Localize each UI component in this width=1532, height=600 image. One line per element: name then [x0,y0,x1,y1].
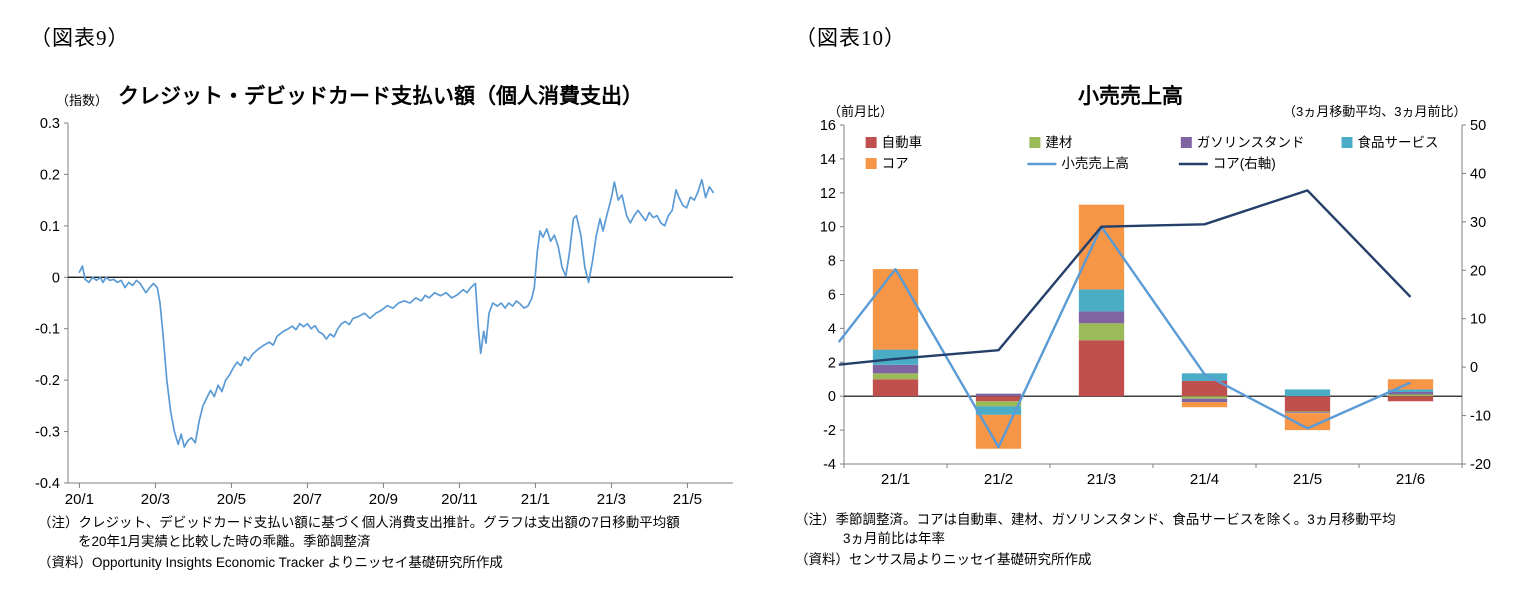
svg-text:0: 0 [1470,360,1478,376]
svg-text:-20: -20 [1470,457,1491,473]
svg-text:ガソリンスタンド: ガソリンスタンド [1197,135,1305,150]
svg-text:-0.2: -0.2 [35,373,60,389]
svg-text:0: 0 [52,270,60,286]
svg-text:40: 40 [1470,166,1486,182]
fig9-note-line1: （注）クレジット、デビッドカード支払い額に基づく個人消費支出推計。グラフは支出額… [38,515,680,530]
svg-text:-0.1: -0.1 [35,322,60,338]
svg-text:21/5: 21/5 [673,491,702,508]
svg-text:50: 50 [1470,118,1486,134]
svg-text:2: 2 [828,355,836,371]
svg-text:コア(右軸): コア(右軸) [1213,156,1276,171]
svg-text:小売売上高: 小売売上高 [1061,155,1129,171]
fig9-y-axis-unit: （指数） [56,93,109,108]
svg-text:21/3: 21/3 [597,491,626,508]
svg-text:20/7: 20/7 [293,491,322,508]
svg-text:21/5: 21/5 [1293,471,1322,488]
svg-text:20/9: 20/9 [369,491,398,508]
fig10-chart-title: 小売売上高 [1078,85,1183,108]
svg-text:食品サービス: 食品サービス [1357,134,1438,150]
fig10-source: （資料）センサス局よりニッセイ基礎研究所作成 [795,552,1092,567]
svg-text:20/5: 20/5 [217,491,246,508]
svg-text:21/1: 21/1 [881,471,910,488]
svg-text:21/1: 21/1 [521,491,550,508]
svg-text:コア: コア [882,156,909,171]
fig10-note-line1: （注）季節調整済。コアは自動車、建材、ガソリンスタンド、食品サービスを除く。3ヵ… [795,512,1396,527]
svg-text:-4: -4 [823,457,836,473]
svg-text:21/3: 21/3 [1087,471,1116,488]
svg-text:21/6: 21/6 [1396,471,1425,488]
svg-text:30: 30 [1470,215,1486,231]
svg-text:-0.3: -0.3 [35,425,60,441]
fig9-line-chart: 0.3 0.2 0.1 0 -0.1 -0.2 -0.3 -0.4 20/1 20/3 20/5 20… [35,116,733,508]
svg-text:21/2: 21/2 [984,471,1013,488]
svg-text:20/3: 20/3 [141,491,170,508]
fig9-note-line2: を20年1月実績と比較した時の乖離。季節調整済 [78,534,371,549]
svg-text:14: 14 [820,152,836,168]
svg-text:0.3: 0.3 [40,116,60,132]
svg-text:20/11: 20/11 [441,491,477,508]
svg-text:建材: 建材 [1045,135,1072,150]
svg-text:16: 16 [820,118,836,134]
fig10-right-axis-unit: （3ヵ月移動平均、3ヵ月前比） [1283,104,1467,119]
svg-text:6: 6 [828,288,836,304]
svg-text:10: 10 [1470,312,1486,328]
svg-text:0.1: 0.1 [40,219,60,235]
svg-text:自動車: 自動車 [882,135,923,150]
fig9-source: （資料）Opportunity Insights Economic Tracke… [38,555,503,570]
svg-text:0: 0 [828,389,836,405]
svg-text:-0.4: -0.4 [35,476,60,492]
fig9-chart-title: クレジット・デビッドカード支払い額（個人消費支出） [118,85,643,108]
svg-text:20/1: 20/1 [65,491,94,508]
svg-text:10: 10 [820,220,836,236]
svg-text:0.2: 0.2 [40,167,60,183]
figure-9-label: （図表9） [30,26,130,50]
svg-text:20: 20 [1470,263,1486,279]
svg-text:12: 12 [820,186,836,202]
svg-text:4: 4 [828,321,836,337]
svg-text:-2: -2 [823,423,836,439]
figure-10-label: （図表10） [795,26,906,50]
svg-text:21/4: 21/4 [1190,471,1219,488]
fig10-note-line2: 3ヵ月前比は年率 [843,531,946,546]
fig10-left-axis-unit: （前月比） [828,104,894,119]
svg-text:8: 8 [828,254,836,270]
svg-text:-10: -10 [1470,409,1491,425]
